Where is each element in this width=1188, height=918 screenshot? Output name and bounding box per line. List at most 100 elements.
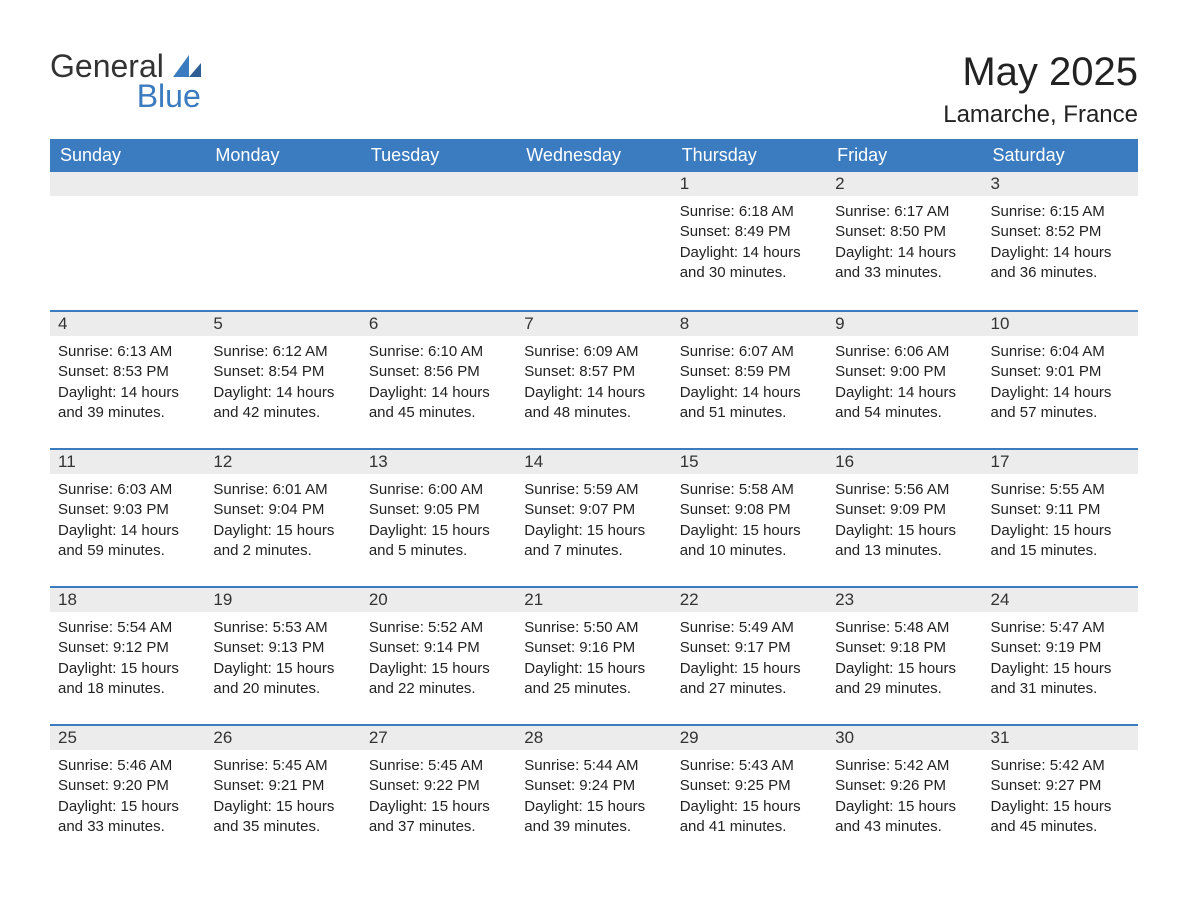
- day-cell: 1Sunrise: 6:18 AMSunset: 8:49 PMDaylight…: [672, 172, 827, 310]
- day-content: Sunrise: 5:49 AMSunset: 9:17 PMDaylight:…: [672, 612, 827, 703]
- day-content: Sunrise: 5:56 AMSunset: 9:09 PMDaylight:…: [827, 474, 982, 565]
- sunrise-text: Sunrise: 6:12 AM: [213, 342, 352, 362]
- day-content: Sunrise: 6:06 AMSunset: 9:00 PMDaylight:…: [827, 336, 982, 427]
- day-cell: 3Sunrise: 6:15 AMSunset: 8:52 PMDaylight…: [983, 172, 1138, 310]
- weekday-header: Sunday: [50, 139, 205, 172]
- day-content: Sunrise: 6:17 AMSunset: 8:50 PMDaylight:…: [827, 196, 982, 287]
- weekday-header: Tuesday: [361, 139, 516, 172]
- page-header: General Blue May 2025 Lamarche, France: [50, 50, 1138, 129]
- sunset-text: Sunset: 9:19 PM: [991, 638, 1130, 658]
- day-cell: 17Sunrise: 5:55 AMSunset: 9:11 PMDayligh…: [983, 448, 1138, 586]
- empty-cell: [50, 172, 205, 310]
- sunrise-text: Sunrise: 5:50 AM: [524, 618, 663, 638]
- daylight-text: Daylight: 15 hours and 13 minutes.: [835, 521, 974, 562]
- day-number: 18: [50, 586, 205, 612]
- weekday-header: Thursday: [672, 139, 827, 172]
- sunrise-text: Sunrise: 5:45 AM: [369, 756, 508, 776]
- sunset-text: Sunset: 9:08 PM: [680, 500, 819, 520]
- sunset-text: Sunset: 9:24 PM: [524, 776, 663, 796]
- day-content: Sunrise: 6:13 AMSunset: 8:53 PMDaylight:…: [50, 336, 205, 427]
- sunset-text: Sunset: 9:07 PM: [524, 500, 663, 520]
- weekday-header: Wednesday: [516, 139, 671, 172]
- daylight-text: Daylight: 14 hours and 59 minutes.: [58, 521, 197, 562]
- calendar-table: SundayMondayTuesdayWednesdayThursdayFrid…: [50, 139, 1138, 862]
- sunrise-text: Sunrise: 6:07 AM: [680, 342, 819, 362]
- daylight-text: Daylight: 14 hours and 30 minutes.: [680, 243, 819, 284]
- sunset-text: Sunset: 9:16 PM: [524, 638, 663, 658]
- day-cell: 15 Sunrise: 5:58 AMSunset: 9:08 PMDayligh…: [672, 448, 827, 586]
- day-content: Sunrise: 5:50 AMSunset: 9:16 PMDaylight:…: [516, 612, 671, 703]
- sunrise-text: Sunrise: 5:53 AM: [213, 618, 352, 638]
- sunrise-text: Sunrise: 5:43 AM: [680, 756, 819, 776]
- day-number: 15: [672, 448, 827, 474]
- sunrise-text: Sunrise: 5:54 AM: [58, 618, 197, 638]
- day-number: 10: [983, 310, 1138, 336]
- day-number: 12: [205, 448, 360, 474]
- day-number-empty: [205, 172, 360, 196]
- day-number: 27: [361, 724, 516, 750]
- day-cell: 19Sunrise: 5:53 AMSunset: 9:13 PMDayligh…: [205, 586, 360, 724]
- sunrise-text: Sunrise: 6:09 AM: [524, 342, 663, 362]
- day-cell: 16Sunrise: 5:56 AMSunset: 9:09 PMDayligh…: [827, 448, 982, 586]
- day-number: 6: [361, 310, 516, 336]
- daylight-text: Daylight: 15 hours and 41 minutes.: [680, 797, 819, 838]
- daylight-text: Daylight: 14 hours and 36 minutes.: [991, 243, 1130, 284]
- calendar-row: 1Sunrise: 6:18 AMSunset: 8:49 PMDaylight…: [50, 172, 1138, 310]
- sunrise-text: Sunrise: 6:13 AM: [58, 342, 197, 362]
- daylight-text: Daylight: 14 hours and 42 minutes.: [213, 383, 352, 424]
- day-cell: 10Sunrise: 6:04 AMSunset: 9:01 PMDayligh…: [983, 310, 1138, 448]
- sunset-text: Sunset: 8:54 PM: [213, 362, 352, 382]
- sunset-text: Sunset: 8:53 PM: [58, 362, 197, 382]
- daylight-text: Daylight: 15 hours and 29 minutes.: [835, 659, 974, 700]
- daylight-text: Daylight: 15 hours and 37 minutes.: [369, 797, 508, 838]
- sunrise-text: Sunrise: 5:48 AM: [835, 618, 974, 638]
- sunset-text: Sunset: 9:21 PM: [213, 776, 352, 796]
- day-number: 19: [205, 586, 360, 612]
- sunset-text: Sunset: 9:26 PM: [835, 776, 974, 796]
- sunrise-text: Sunrise: 5:47 AM: [991, 618, 1130, 638]
- daylight-text: Daylight: 15 hours and 39 minutes.: [524, 797, 663, 838]
- sunrise-text: Sunrise: 5:59 AM: [524, 480, 663, 500]
- sunset-text: Sunset: 9:22 PM: [369, 776, 508, 796]
- day-cell: 26Sunrise: 5:45 AMSunset: 9:21 PMDayligh…: [205, 724, 360, 862]
- day-number: 14: [516, 448, 671, 474]
- sunset-text: Sunset: 9:27 PM: [991, 776, 1130, 796]
- daylight-text: Daylight: 14 hours and 57 minutes.: [991, 383, 1130, 424]
- calendar-row: 11Sunrise: 6:03 AMSunset: 9:03 PMDayligh…: [50, 448, 1138, 586]
- weekday-header: Saturday: [983, 139, 1138, 172]
- day-number-empty: [361, 172, 516, 196]
- day-content: Sunrise: 5:59 AMSunset: 9:07 PMDaylight:…: [516, 474, 671, 565]
- sunrise-text: Sunrise: 5:58 AM: [680, 480, 819, 500]
- sunrise-text: Sunrise: 5:52 AM: [369, 618, 508, 638]
- day-cell: 6Sunrise: 6:10 AMSunset: 8:56 PMDaylight…: [361, 310, 516, 448]
- daylight-text: Daylight: 15 hours and 10 minutes.: [680, 521, 819, 562]
- daylight-text: Daylight: 15 hours and 20 minutes.: [213, 659, 352, 700]
- day-content: Sunrise: 6:12 AMSunset: 8:54 PMDaylight:…: [205, 336, 360, 427]
- calendar-header-row: SundayMondayTuesdayWednesdayThursdayFrid…: [50, 139, 1138, 172]
- sunrise-text: Sunrise: 6:01 AM: [213, 480, 352, 500]
- sunset-text: Sunset: 9:00 PM: [835, 362, 974, 382]
- day-content: Sunrise: 6:03 AMSunset: 9:03 PMDaylight:…: [50, 474, 205, 565]
- sunrise-text: Sunrise: 6:04 AM: [991, 342, 1130, 362]
- weekday-header: Monday: [205, 139, 360, 172]
- day-cell: 9Sunrise: 6:06 AMSunset: 9:00 PMDaylight…: [827, 310, 982, 448]
- day-content: Sunrise: 6:07 AMSunset: 8:59 PMDaylight:…: [672, 336, 827, 427]
- day-number: 23: [827, 586, 982, 612]
- sunrise-text: Sunrise: 6:00 AM: [369, 480, 508, 500]
- calendar-row: 4Sunrise: 6:13 AMSunset: 8:53 PMDaylight…: [50, 310, 1138, 448]
- day-number: 16: [827, 448, 982, 474]
- day-cell: 23Sunrise: 5:48 AMSunset: 9:18 PMDayligh…: [827, 586, 982, 724]
- daylight-text: Daylight: 15 hours and 15 minutes.: [991, 521, 1130, 562]
- day-number: 3: [983, 172, 1138, 196]
- day-cell: 11Sunrise: 6:03 AMSunset: 9:03 PMDayligh…: [50, 448, 205, 586]
- sunrise-text: Sunrise: 5:45 AM: [213, 756, 352, 776]
- sunset-text: Sunset: 8:49 PM: [680, 222, 819, 242]
- day-content: Sunrise: 5:47 AMSunset: 9:19 PMDaylight:…: [983, 612, 1138, 703]
- day-content: Sunrise: 5:45 AMSunset: 9:22 PMDaylight:…: [361, 750, 516, 841]
- sunset-text: Sunset: 9:12 PM: [58, 638, 197, 658]
- day-content: Sunrise: 5:54 AMSunset: 9:12 PMDaylight:…: [50, 612, 205, 703]
- sunset-text: Sunset: 9:09 PM: [835, 500, 974, 520]
- sunrise-text: Sunrise: 6:03 AM: [58, 480, 197, 500]
- empty-cell: [205, 172, 360, 310]
- sunrise-text: Sunrise: 6:06 AM: [835, 342, 974, 362]
